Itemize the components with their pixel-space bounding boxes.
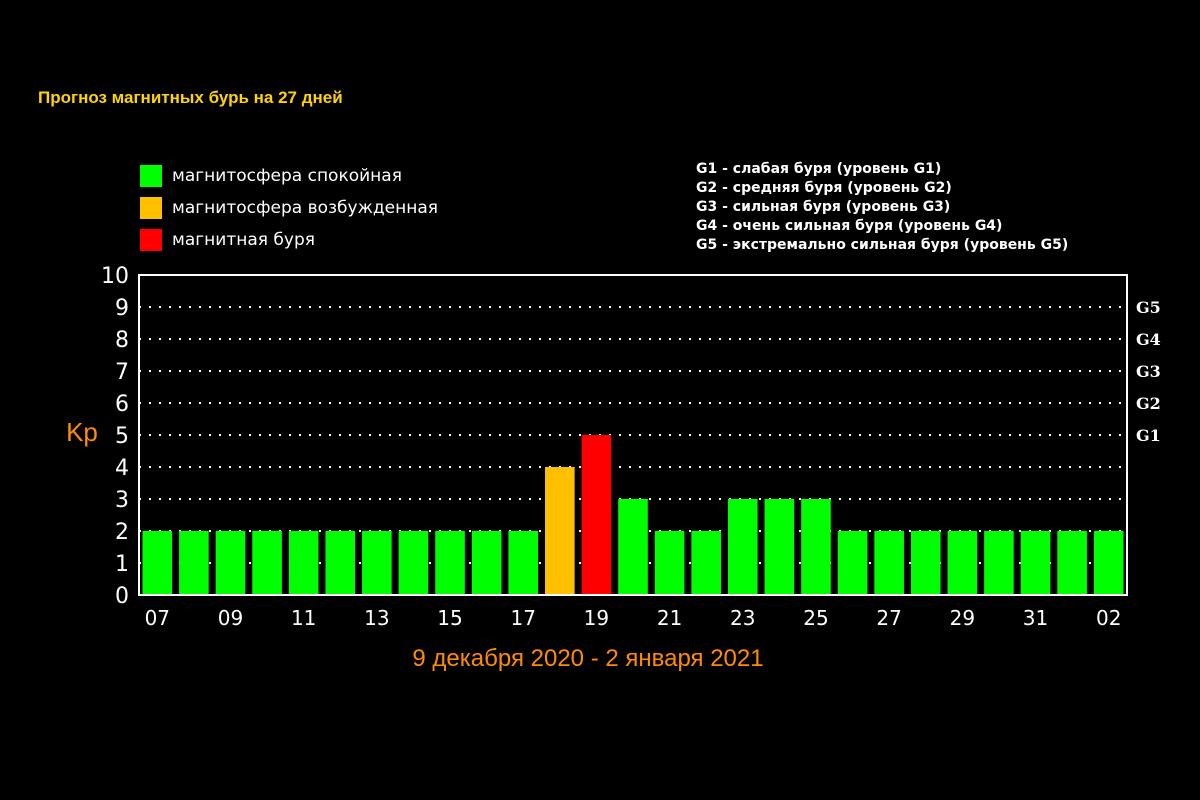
y-tick-label: 1 — [115, 552, 129, 577]
g-level-g5: G5 - экстремально сильная буря (уровень … — [696, 237, 1069, 253]
x-tick-label: 15 — [437, 606, 462, 630]
x-tick-label: 07 — [145, 606, 170, 630]
bar-31 — [1020, 531, 1051, 595]
y-tick-label: 4 — [115, 456, 129, 481]
g-level-g3: G3 - сильная буря (уровень G3) — [696, 199, 951, 215]
legend-swatch-calm — [140, 165, 162, 187]
bar-23 — [727, 499, 758, 595]
bar-10 — [252, 531, 282, 595]
y-tick-label: 6 — [115, 392, 129, 417]
bar-01 — [1057, 531, 1087, 595]
legend-item-calm: магнитосфера спокойная — [140, 160, 438, 192]
y-tick-label: 7 — [115, 360, 129, 385]
y-tick-label: 10 — [101, 264, 129, 289]
x-tick-label: 02 — [1096, 606, 1121, 630]
y-tick-label: 5 — [115, 424, 129, 449]
g-level-g2: G2 - средняя буря (уровень G2) — [696, 180, 952, 196]
bar-20 — [618, 499, 648, 595]
legend-item-storm: магнитная буря — [140, 224, 438, 256]
g-level-label-g5: G5 — [1136, 298, 1161, 317]
bar-13 — [362, 531, 392, 595]
bar-21 — [654, 531, 685, 595]
bar-02 — [1093, 531, 1124, 595]
g-level-g4: G4 - очень сильная буря (уровень G4) — [696, 218, 1003, 234]
bar-27 — [874, 531, 904, 595]
bar-07 — [142, 531, 173, 595]
x-tick-label: 23 — [730, 606, 755, 630]
x-tick-label: 27 — [876, 606, 901, 630]
legend-swatch-storm — [140, 229, 162, 251]
y-tick-label: 8 — [115, 328, 129, 353]
y-tick-label: 2 — [115, 520, 129, 545]
y-tick-labels: 0 1 2 3 4 5 6 7 8 9 10 — [101, 264, 129, 609]
legend-label-excited: магнитосфера возбужденная — [172, 198, 438, 218]
x-tick-label: 13 — [364, 606, 389, 630]
g-level-label-g1: G1 — [1136, 426, 1161, 445]
y-tick-label: 0 — [115, 584, 129, 609]
bar-17 — [508, 531, 539, 595]
y-axis-label: Kp — [66, 417, 98, 447]
x-tick-label: 09 — [218, 606, 243, 630]
g-level-label-g2: G2 — [1136, 394, 1161, 413]
bar-15 — [435, 531, 465, 595]
g-level-label-g4: G4 — [1136, 330, 1161, 349]
x-tick-label: 21 — [657, 606, 682, 630]
bar-18 — [545, 467, 575, 595]
x-axis-label: 9 декабря 2020 - 2 января 2021 — [412, 645, 764, 672]
g-level-label-g3: G3 — [1136, 362, 1161, 381]
legend-item-excited: магнитосфера возбужденная — [140, 192, 438, 224]
y-tick-label: 9 — [115, 296, 129, 321]
bar-14 — [398, 531, 429, 595]
legend: магнитосфера спокойная магнитосфера возб… — [140, 160, 438, 256]
bar-30 — [984, 531, 1014, 595]
bar-11 — [288, 531, 319, 595]
bar-24 — [764, 499, 795, 595]
y-tick-label: 3 — [115, 488, 129, 513]
g-level-descriptions: G1 - слабая буря (уровень G1) G2 - средн… — [696, 160, 1068, 255]
x-tick-label: 31 — [1023, 606, 1048, 630]
bar-26 — [837, 531, 868, 595]
bar-16 — [471, 531, 502, 595]
plot-frame — [138, 274, 1128, 596]
chart-title: Прогноз магнитных бурь на 27 дней — [38, 88, 343, 107]
legend-label-calm: магнитосфера спокойная — [172, 166, 402, 186]
x-tick-labels: 07 09 11 13 15 17 19 21 23 25 27 29 31 02 — [145, 606, 1122, 630]
bar-22 — [691, 531, 721, 595]
legend-label-storm: магнитная буря — [172, 230, 315, 250]
bar-19 — [581, 435, 612, 595]
bar-09 — [215, 531, 246, 595]
g-level-g1: G1 - слабая буря (уровень G1) — [696, 161, 942, 177]
x-tick-label: 11 — [291, 606, 316, 630]
bar-08 — [179, 531, 209, 595]
x-tick-label: 29 — [950, 606, 975, 630]
g-level-axis-labels: G1 G2 G3 G4 G5 — [1136, 298, 1161, 445]
x-tick-label: 25 — [803, 606, 828, 630]
x-tick-label: 17 — [510, 606, 535, 630]
bar-29 — [947, 531, 978, 595]
x-tick-label: 19 — [584, 606, 609, 630]
legend-swatch-excited — [140, 197, 162, 219]
bar-12 — [325, 531, 356, 595]
bars — [142, 435, 1124, 595]
bar-28 — [910, 531, 941, 595]
bar-25 — [801, 499, 831, 595]
